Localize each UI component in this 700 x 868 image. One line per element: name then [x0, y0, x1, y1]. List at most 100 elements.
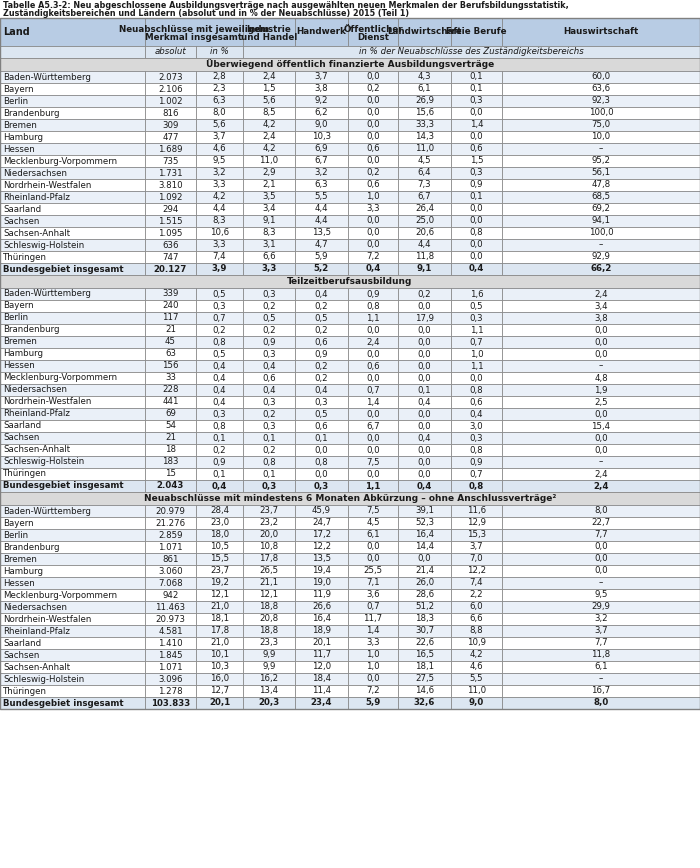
- Bar: [348, 468, 398, 480]
- Bar: [348, 131, 398, 143]
- Text: Neuabschlüsse mit jeweiligem: Neuabschlüsse mit jeweiligem: [119, 24, 269, 34]
- Bar: [0, 348, 145, 360]
- Text: 0,1: 0,1: [262, 433, 276, 443]
- Text: 16,7: 16,7: [592, 687, 610, 695]
- Text: 1.845: 1.845: [158, 650, 183, 660]
- Bar: [0, 492, 700, 505]
- Bar: [145, 396, 196, 408]
- Text: 339: 339: [162, 290, 178, 299]
- Text: 32,6: 32,6: [414, 699, 435, 707]
- Bar: [145, 155, 196, 167]
- Bar: [451, 637, 502, 649]
- Text: 56,1: 56,1: [592, 168, 610, 177]
- Bar: [0, 432, 145, 444]
- Bar: [196, 589, 243, 601]
- Text: 21.276: 21.276: [155, 518, 186, 528]
- Text: 0,0: 0,0: [470, 240, 483, 249]
- Bar: [295, 324, 348, 336]
- Bar: [451, 432, 502, 444]
- Bar: [243, 107, 295, 119]
- Bar: [502, 468, 700, 480]
- Text: 0,0: 0,0: [366, 350, 380, 358]
- Text: 0,6: 0,6: [315, 422, 328, 431]
- Bar: [502, 263, 700, 275]
- Text: –: –: [598, 240, 603, 249]
- Bar: [243, 95, 295, 107]
- Bar: [243, 637, 295, 649]
- Text: Bayern: Bayern: [3, 301, 34, 311]
- Text: 0,8: 0,8: [315, 457, 328, 466]
- Text: 26,0: 26,0: [415, 578, 434, 588]
- Text: 8,8: 8,8: [470, 627, 483, 635]
- Bar: [295, 637, 348, 649]
- Text: 16,4: 16,4: [312, 615, 331, 623]
- Bar: [243, 673, 295, 685]
- Text: Saarland: Saarland: [3, 639, 41, 648]
- Bar: [398, 179, 451, 191]
- Text: 12,1: 12,1: [260, 590, 279, 600]
- Text: Hamburg: Hamburg: [3, 567, 43, 575]
- Bar: [0, 18, 145, 46]
- Bar: [502, 637, 700, 649]
- Bar: [398, 541, 451, 553]
- Text: 100,0: 100,0: [589, 108, 613, 117]
- Text: 3,5: 3,5: [262, 193, 276, 201]
- Text: 1,0: 1,0: [366, 650, 380, 660]
- Bar: [502, 95, 700, 107]
- Text: 8,0: 8,0: [213, 108, 226, 117]
- Text: Sachsen: Sachsen: [3, 433, 39, 443]
- Bar: [243, 480, 295, 492]
- Bar: [295, 673, 348, 685]
- Text: 0,1: 0,1: [470, 84, 483, 94]
- Bar: [295, 288, 348, 300]
- Bar: [398, 565, 451, 577]
- Bar: [451, 215, 502, 227]
- Text: 10,6: 10,6: [210, 228, 229, 238]
- Text: 19,4: 19,4: [312, 567, 331, 575]
- Text: Brandenburg: Brandenburg: [3, 326, 60, 334]
- Text: 0,7: 0,7: [470, 338, 483, 346]
- Text: 0,2: 0,2: [213, 326, 226, 334]
- Bar: [0, 0, 700, 18]
- Bar: [451, 263, 502, 275]
- Bar: [196, 46, 243, 58]
- Bar: [196, 613, 243, 625]
- Bar: [196, 324, 243, 336]
- Bar: [348, 577, 398, 589]
- Text: 0,3: 0,3: [470, 433, 483, 443]
- Text: 0,0: 0,0: [366, 470, 380, 478]
- Bar: [451, 505, 502, 517]
- Text: 0,2: 0,2: [366, 84, 380, 94]
- Bar: [145, 46, 196, 58]
- Text: 18,4: 18,4: [312, 674, 331, 683]
- Bar: [348, 685, 398, 697]
- Text: 0,1: 0,1: [262, 470, 276, 478]
- Text: 0,6: 0,6: [366, 144, 380, 154]
- Text: 3,7: 3,7: [594, 627, 608, 635]
- Text: 103.833: 103.833: [151, 699, 190, 707]
- Bar: [243, 119, 295, 131]
- Text: 2,4: 2,4: [262, 133, 276, 141]
- Bar: [451, 420, 502, 432]
- Bar: [243, 456, 295, 468]
- Bar: [145, 480, 196, 492]
- Text: 9,0: 9,0: [469, 699, 484, 707]
- Bar: [348, 324, 398, 336]
- Bar: [348, 119, 398, 131]
- Text: 0,0: 0,0: [594, 542, 608, 551]
- Text: 0,0: 0,0: [470, 205, 483, 214]
- Bar: [502, 203, 700, 215]
- Text: 6,1: 6,1: [418, 84, 431, 94]
- Bar: [295, 360, 348, 372]
- Bar: [295, 408, 348, 420]
- Text: 1.071: 1.071: [158, 662, 183, 672]
- Bar: [295, 372, 348, 384]
- Bar: [295, 613, 348, 625]
- Text: 0,6: 0,6: [315, 338, 328, 346]
- Text: 47,8: 47,8: [592, 181, 610, 189]
- Text: 21,4: 21,4: [415, 567, 434, 575]
- Text: Bremen: Bremen: [3, 338, 37, 346]
- Bar: [243, 553, 295, 565]
- Text: 4,4: 4,4: [418, 240, 431, 249]
- Text: 0,0: 0,0: [470, 108, 483, 117]
